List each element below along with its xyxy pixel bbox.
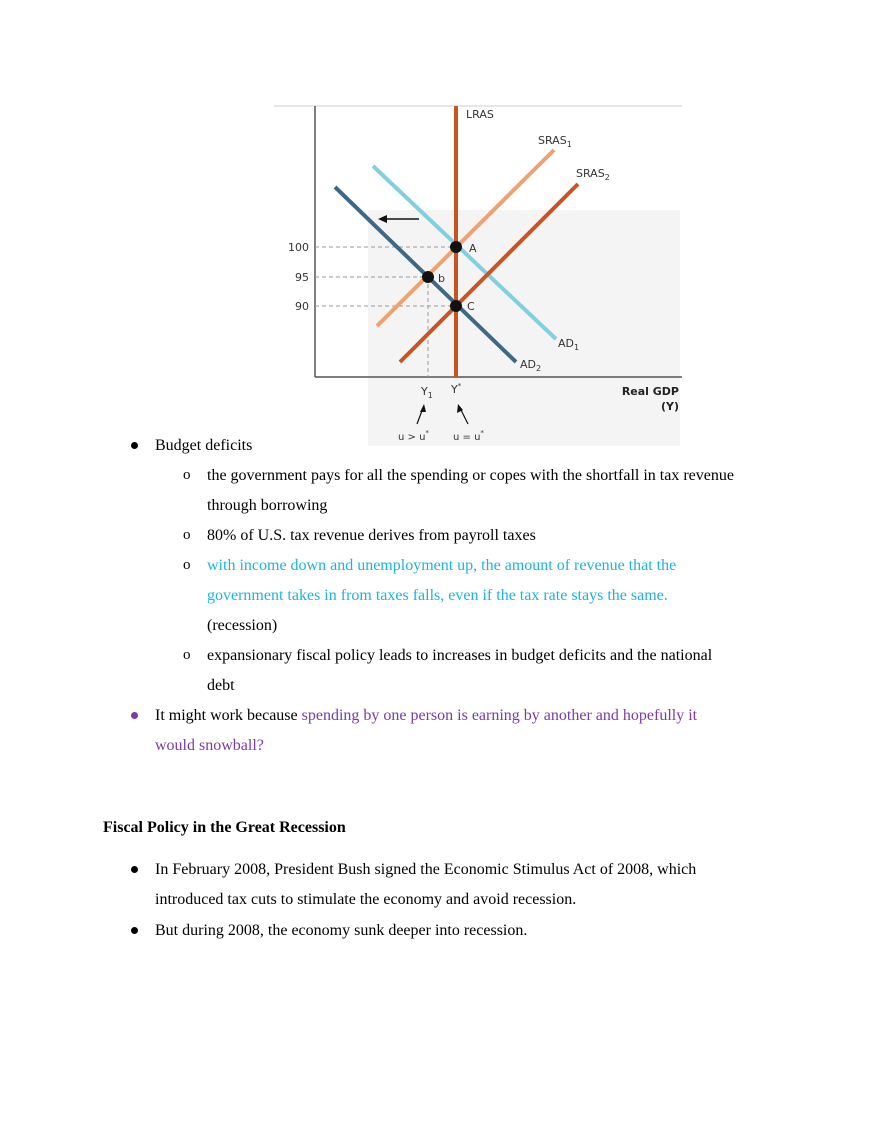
- point-a-label: A: [469, 242, 477, 255]
- ad-as-diagram: LRAS SRAS1 SRAS2 AD1 AD2 A b C 100 95 90…: [274, 105, 682, 446]
- x-axis-unit: (Y): [661, 400, 679, 413]
- bullet-dot: [131, 712, 138, 719]
- sub-item-1-line-1: the government pays for all the spending…: [207, 467, 734, 484]
- sras2-label: SRAS2: [576, 167, 610, 182]
- point-a: [450, 241, 462, 253]
- recession-item-1-line-2: introduced tax cuts to stimulate the eco…: [155, 891, 577, 908]
- diagram-shade: [368, 210, 680, 446]
- might-work-line-2: would snowball?: [155, 737, 264, 754]
- bullet-dot: [131, 927, 138, 934]
- sub-item-3-line-2: government takes in from taxes falls, ev…: [207, 587, 668, 604]
- sub-item-1-line-2: through borrowing: [207, 497, 328, 514]
- lras-label: LRAS: [466, 108, 494, 121]
- note-left: u > u*: [398, 429, 429, 443]
- x-tick-ystar: Y*: [450, 382, 462, 396]
- recession-item-1-line-1: In February 2008, President Bush signed …: [155, 861, 697, 878]
- section-heading: Fiscal Policy in the Great Recession: [103, 819, 346, 836]
- sub-item-4-line-1: expansionary fiscal policy leads to incr…: [207, 647, 713, 664]
- sub-bullet-marker: o: [183, 647, 191, 663]
- ad1-label: AD1: [558, 337, 579, 352]
- pointer-left-head: [420, 404, 426, 412]
- sub-bullet-marker: o: [183, 467, 191, 483]
- pointer-right-head: [457, 404, 463, 413]
- y-tick-100: 100: [288, 241, 309, 254]
- sras1-curve: [375, 148, 556, 328]
- point-c-label: C: [467, 300, 475, 313]
- point-c: [450, 300, 462, 312]
- ad1-curve: [371, 164, 558, 341]
- y-tick-95: 95: [295, 271, 309, 284]
- budget-deficits-item: Budget deficits: [155, 437, 253, 454]
- bullet-dot: [131, 866, 138, 873]
- sras2-curve: [398, 182, 580, 364]
- sub-item-3-line-1: with income down and unemployment up, th…: [207, 557, 677, 574]
- sras1-label: SRAS1: [538, 134, 572, 149]
- recession-item-2: But during 2008, the economy sunk deeper…: [155, 922, 528, 939]
- sub-item-3-line-3: (recession): [207, 617, 278, 634]
- point-b-label: b: [438, 272, 445, 285]
- sub-item-2: 80% of U.S. tax revenue derives from pay…: [207, 527, 536, 544]
- sub-bullet-marker: o: [183, 557, 191, 573]
- x-tick-y1: Y1: [420, 385, 433, 400]
- sub-bullet-marker: o: [183, 527, 191, 543]
- ad2-label: AD2: [520, 358, 541, 373]
- note-right: u = u*: [453, 429, 484, 443]
- point-b: [422, 271, 434, 283]
- might-work-line-1: It might work because spending by one pe…: [155, 707, 698, 724]
- x-axis-label: Real GDP: [622, 385, 679, 398]
- y-tick-90: 90: [295, 300, 309, 313]
- sub-item-4-line-2: debt: [207, 677, 235, 694]
- shift-arrowhead: [378, 215, 387, 223]
- bullet-dot: [131, 442, 138, 449]
